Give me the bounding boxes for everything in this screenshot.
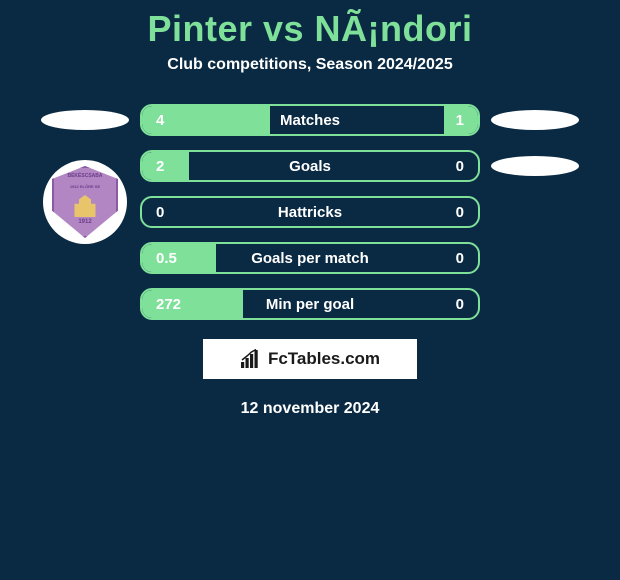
stat-value-right: 0: [456, 158, 464, 175]
stat-label: Goals: [142, 158, 478, 175]
stat-value-right: 1: [456, 112, 464, 129]
stat-row: 0 Hattricks 0: [0, 196, 620, 228]
chart-icon: [240, 349, 262, 369]
player-right-badge: [490, 156, 580, 176]
date-text: 12 november 2024: [0, 400, 620, 418]
stat-row: BÉKÉSCSABA 1912 ELŐRE SE 1912 2 Goals 0: [0, 150, 620, 182]
ellipse-placeholder: [491, 110, 579, 130]
stat-row: 272 Min per goal 0: [0, 288, 620, 320]
stat-bar-gpm: 0.5 Goals per match 0: [140, 242, 480, 274]
stat-row: 0.5 Goals per match 0: [0, 242, 620, 274]
page-title: Pinter vs NÃ¡ndori: [0, 0, 620, 56]
ellipse-placeholder: [491, 156, 579, 176]
infographic-container: Pinter vs NÃ¡ndori Club competitions, Se…: [0, 0, 620, 418]
stat-bar-hattricks: 0 Hattricks 0: [140, 196, 480, 228]
stat-label: Min per goal: [142, 296, 478, 313]
stat-bar-mpg: 272 Min per goal 0: [140, 288, 480, 320]
stat-value-right: 0: [456, 250, 464, 267]
stat-value-right: 0: [456, 204, 464, 221]
branding-box[interactable]: FcTables.com: [202, 338, 418, 380]
player-left-badge: [40, 110, 130, 130]
stat-label: Hattricks: [142, 204, 478, 221]
stat-label: Goals per match: [142, 250, 478, 267]
shield-mid-text: 1912 ELŐRE SE: [70, 185, 100, 189]
stat-row: 4 Matches 1: [0, 104, 620, 136]
ellipse-placeholder: [41, 110, 129, 130]
stat-value-right: 0: [456, 296, 464, 313]
player-right-badge: [490, 110, 580, 130]
brand-text: FcTables.com: [268, 349, 380, 369]
stat-bar-matches: 4 Matches 1: [140, 104, 480, 136]
stat-bar-goals: 2 Goals 0: [140, 150, 480, 182]
stat-label: Matches: [142, 112, 478, 129]
subtitle: Club competitions, Season 2024/2025: [0, 56, 620, 104]
shield-top-text: BÉKÉSCSABA: [67, 174, 102, 179]
